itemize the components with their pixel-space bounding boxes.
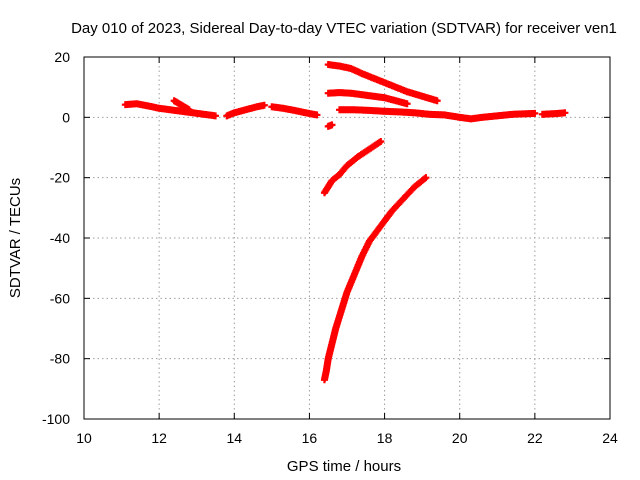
x-tick-label: 12 xyxy=(151,430,167,446)
y-tick-label: -60 xyxy=(50,290,70,306)
y-tick-label: -80 xyxy=(50,351,70,367)
x-tick-label: 22 xyxy=(527,430,543,446)
data-point xyxy=(185,106,193,114)
data-point xyxy=(212,112,219,120)
x-axis-label: GPS time / hours xyxy=(287,458,401,475)
data-point xyxy=(433,97,441,105)
data-point xyxy=(377,137,385,145)
data-point xyxy=(422,174,430,182)
plot-frame xyxy=(83,56,611,420)
x-tick-label: 14 xyxy=(226,430,242,446)
x-tick-label: 20 xyxy=(452,430,468,446)
data-point xyxy=(531,109,539,117)
chart-title: Day 010 of 2023, Sidereal Day-to-day VTE… xyxy=(71,20,617,37)
data-point xyxy=(403,100,411,108)
x-tick-label: 24 xyxy=(602,430,618,446)
y-tick-label: -40 xyxy=(50,230,70,246)
axis-ticks: 10 12 14 16 18 20 22 24 20 0 -20 -40 -60 -80 -100 xyxy=(42,49,618,446)
data-point xyxy=(260,101,268,109)
x-tick-label: 10 xyxy=(76,430,92,446)
x-tick-label: 16 xyxy=(302,430,318,446)
y-tick-label: -100 xyxy=(42,411,70,427)
y-tick-label: 0 xyxy=(62,109,70,125)
data-point xyxy=(313,111,321,119)
data-points xyxy=(121,61,569,384)
data-point xyxy=(328,121,336,129)
grid-lines xyxy=(84,57,610,419)
y-tick-label: -20 xyxy=(50,170,70,186)
x-tick-label: 18 xyxy=(377,430,393,446)
data-point xyxy=(561,109,569,117)
y-tick-label: 20 xyxy=(54,49,70,65)
y-axis-label: SDTVAR / TECUs xyxy=(7,178,24,298)
